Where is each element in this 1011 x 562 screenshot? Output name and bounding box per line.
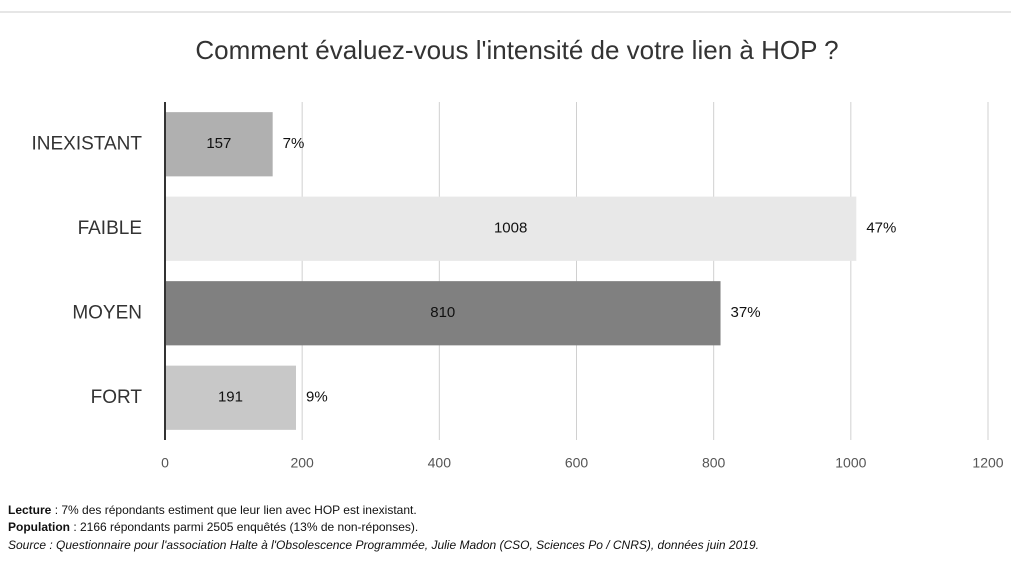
value-label: 157 [206, 135, 231, 152]
x-tick-label: 0 [161, 455, 169, 471]
footer-text: : 7% des répondants estiment que leur li… [51, 503, 417, 517]
x-tick-label: 1200 [972, 455, 1003, 471]
y-tick-label: INEXISTANT [32, 133, 143, 154]
footer-line: Population : 2166 répondants parmi 2505 … [8, 520, 418, 534]
percent-label: 47% [866, 220, 896, 237]
x-tick-label: 800 [702, 455, 726, 471]
percent-label: 9% [306, 389, 328, 406]
value-label: 810 [430, 304, 455, 321]
bar [165, 112, 273, 177]
bar [165, 196, 857, 261]
bar [165, 365, 296, 430]
x-tick-label: 1000 [835, 455, 866, 471]
percent-label: 37% [731, 304, 761, 321]
y-tick-label: FORT [91, 387, 143, 408]
y-tick-label: MOYEN [72, 302, 142, 323]
footer-label: Lecture [8, 503, 52, 517]
footer-text: : 2166 répondants parmi 2505 enquêtés (1… [70, 520, 419, 534]
value-label: 191 [218, 389, 243, 406]
x-tick-label: 400 [428, 455, 452, 471]
footer-source: Source : Questionnaire pour l'associatio… [8, 538, 759, 552]
y-tick-label: FAIBLE [78, 218, 142, 239]
footer-label: Population [8, 520, 70, 534]
chart-title: Comment évaluez-vous l'intensité de votr… [195, 35, 838, 65]
percent-label: 7% [283, 135, 305, 152]
x-tick-label: 200 [290, 455, 314, 471]
bar [165, 281, 721, 346]
x-tick-label: 600 [565, 455, 589, 471]
chart: Comment évaluez-vous l'intensité de votr… [0, 11, 1011, 471]
value-label: 1008 [494, 220, 527, 237]
footer-line: Lecture : 7% des répondants estiment que… [8, 503, 417, 517]
